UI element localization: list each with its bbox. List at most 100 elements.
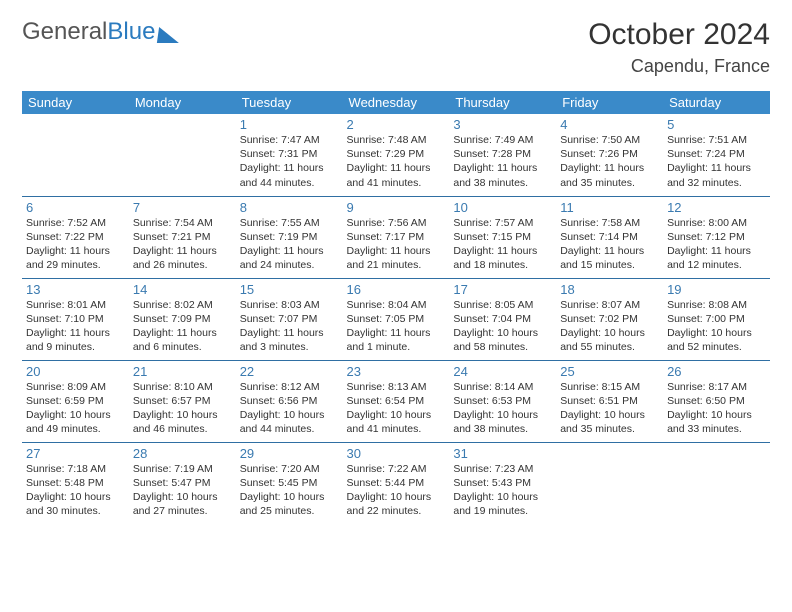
day-info: Sunrise: 7:51 AMSunset: 7:24 PMDaylight:…	[667, 133, 766, 190]
day-header-row: SundayMondayTuesdayWednesdayThursdayFrid…	[22, 91, 770, 114]
header: GeneralBlue October 2024 Capendu, France	[22, 18, 770, 77]
day-cell: 11Sunrise: 7:58 AMSunset: 7:14 PMDayligh…	[556, 196, 663, 278]
day-cell: 25Sunrise: 8:15 AMSunset: 6:51 PMDayligh…	[556, 360, 663, 442]
week-row: 1Sunrise: 7:47 AMSunset: 7:31 PMDaylight…	[22, 114, 770, 196]
day-number: 11	[560, 200, 659, 215]
day-number: 22	[240, 364, 339, 379]
day-cell: 31Sunrise: 7:23 AMSunset: 5:43 PMDayligh…	[449, 442, 556, 524]
day-number: 10	[453, 200, 552, 215]
day-cell: 17Sunrise: 8:05 AMSunset: 7:04 PMDayligh…	[449, 278, 556, 360]
day-cell: 16Sunrise: 8:04 AMSunset: 7:05 PMDayligh…	[343, 278, 450, 360]
day-number: 7	[133, 200, 232, 215]
day-number: 19	[667, 282, 766, 297]
day-number: 1	[240, 117, 339, 132]
week-row: 27Sunrise: 7:18 AMSunset: 5:48 PMDayligh…	[22, 442, 770, 524]
day-cell: 6Sunrise: 7:52 AMSunset: 7:22 PMDaylight…	[22, 196, 129, 278]
day-number: 20	[26, 364, 125, 379]
logo-text-2: Blue	[107, 18, 155, 46]
day-info: Sunrise: 7:52 AMSunset: 7:22 PMDaylight:…	[26, 216, 125, 273]
day-cell: 7Sunrise: 7:54 AMSunset: 7:21 PMDaylight…	[129, 196, 236, 278]
empty-cell	[129, 114, 236, 196]
day-info: Sunrise: 8:07 AMSunset: 7:02 PMDaylight:…	[560, 298, 659, 355]
day-info: Sunrise: 8:04 AMSunset: 7:05 PMDaylight:…	[347, 298, 446, 355]
day-info: Sunrise: 7:23 AMSunset: 5:43 PMDaylight:…	[453, 462, 552, 519]
day-info: Sunrise: 8:15 AMSunset: 6:51 PMDaylight:…	[560, 380, 659, 437]
day-number: 24	[453, 364, 552, 379]
day-cell: 3Sunrise: 7:49 AMSunset: 7:28 PMDaylight…	[449, 114, 556, 196]
day-info: Sunrise: 7:58 AMSunset: 7:14 PMDaylight:…	[560, 216, 659, 273]
week-row: 13Sunrise: 8:01 AMSunset: 7:10 PMDayligh…	[22, 278, 770, 360]
day-info: Sunrise: 8:17 AMSunset: 6:50 PMDaylight:…	[667, 380, 766, 437]
day-info: Sunrise: 7:54 AMSunset: 7:21 PMDaylight:…	[133, 216, 232, 273]
day-number: 18	[560, 282, 659, 297]
day-info: Sunrise: 8:05 AMSunset: 7:04 PMDaylight:…	[453, 298, 552, 355]
day-cell: 1Sunrise: 7:47 AMSunset: 7:31 PMDaylight…	[236, 114, 343, 196]
day-number: 31	[453, 446, 552, 461]
day-number: 14	[133, 282, 232, 297]
day-cell: 28Sunrise: 7:19 AMSunset: 5:47 PMDayligh…	[129, 442, 236, 524]
calendar-table: SundayMondayTuesdayWednesdayThursdayFrid…	[22, 91, 770, 524]
day-info: Sunrise: 8:01 AMSunset: 7:10 PMDaylight:…	[26, 298, 125, 355]
day-info: Sunrise: 8:00 AMSunset: 7:12 PMDaylight:…	[667, 216, 766, 273]
location-label: Capendu, France	[588, 56, 770, 77]
day-number: 29	[240, 446, 339, 461]
logo-mark-icon	[157, 27, 181, 43]
day-info: Sunrise: 7:47 AMSunset: 7:31 PMDaylight:…	[240, 133, 339, 190]
day-number: 16	[347, 282, 446, 297]
day-header: Friday	[556, 91, 663, 114]
day-number: 17	[453, 282, 552, 297]
day-cell: 15Sunrise: 8:03 AMSunset: 7:07 PMDayligh…	[236, 278, 343, 360]
day-cell: 23Sunrise: 8:13 AMSunset: 6:54 PMDayligh…	[343, 360, 450, 442]
day-cell: 10Sunrise: 7:57 AMSunset: 7:15 PMDayligh…	[449, 196, 556, 278]
day-info: Sunrise: 8:03 AMSunset: 7:07 PMDaylight:…	[240, 298, 339, 355]
week-row: 6Sunrise: 7:52 AMSunset: 7:22 PMDaylight…	[22, 196, 770, 278]
day-info: Sunrise: 7:20 AMSunset: 5:45 PMDaylight:…	[240, 462, 339, 519]
empty-cell	[22, 114, 129, 196]
day-header: Tuesday	[236, 91, 343, 114]
day-info: Sunrise: 7:57 AMSunset: 7:15 PMDaylight:…	[453, 216, 552, 273]
day-number: 8	[240, 200, 339, 215]
day-cell: 29Sunrise: 7:20 AMSunset: 5:45 PMDayligh…	[236, 442, 343, 524]
day-info: Sunrise: 7:48 AMSunset: 7:29 PMDaylight:…	[347, 133, 446, 190]
day-number: 26	[667, 364, 766, 379]
day-number: 23	[347, 364, 446, 379]
day-number: 30	[347, 446, 446, 461]
day-number: 15	[240, 282, 339, 297]
day-number: 13	[26, 282, 125, 297]
day-info: Sunrise: 8:13 AMSunset: 6:54 PMDaylight:…	[347, 380, 446, 437]
day-info: Sunrise: 7:49 AMSunset: 7:28 PMDaylight:…	[453, 133, 552, 190]
empty-cell	[556, 442, 663, 524]
day-cell: 4Sunrise: 7:50 AMSunset: 7:26 PMDaylight…	[556, 114, 663, 196]
day-info: Sunrise: 7:50 AMSunset: 7:26 PMDaylight:…	[560, 133, 659, 190]
day-info: Sunrise: 8:09 AMSunset: 6:59 PMDaylight:…	[26, 380, 125, 437]
day-info: Sunrise: 8:02 AMSunset: 7:09 PMDaylight:…	[133, 298, 232, 355]
day-cell: 26Sunrise: 8:17 AMSunset: 6:50 PMDayligh…	[663, 360, 770, 442]
empty-cell	[663, 442, 770, 524]
page-title: October 2024	[588, 18, 770, 52]
day-info: Sunrise: 8:08 AMSunset: 7:00 PMDaylight:…	[667, 298, 766, 355]
day-cell: 18Sunrise: 8:07 AMSunset: 7:02 PMDayligh…	[556, 278, 663, 360]
day-cell: 9Sunrise: 7:56 AMSunset: 7:17 PMDaylight…	[343, 196, 450, 278]
day-number: 4	[560, 117, 659, 132]
day-number: 5	[667, 117, 766, 132]
day-info: Sunrise: 7:22 AMSunset: 5:44 PMDaylight:…	[347, 462, 446, 519]
day-number: 9	[347, 200, 446, 215]
day-cell: 27Sunrise: 7:18 AMSunset: 5:48 PMDayligh…	[22, 442, 129, 524]
day-number: 28	[133, 446, 232, 461]
week-row: 20Sunrise: 8:09 AMSunset: 6:59 PMDayligh…	[22, 360, 770, 442]
day-cell: 8Sunrise: 7:55 AMSunset: 7:19 PMDaylight…	[236, 196, 343, 278]
day-cell: 19Sunrise: 8:08 AMSunset: 7:00 PMDayligh…	[663, 278, 770, 360]
day-cell: 30Sunrise: 7:22 AMSunset: 5:44 PMDayligh…	[343, 442, 450, 524]
day-header: Sunday	[22, 91, 129, 114]
day-header: Wednesday	[343, 91, 450, 114]
day-number: 6	[26, 200, 125, 215]
day-info: Sunrise: 7:18 AMSunset: 5:48 PMDaylight:…	[26, 462, 125, 519]
logo-text-1: General	[22, 18, 107, 46]
day-info: Sunrise: 7:55 AMSunset: 7:19 PMDaylight:…	[240, 216, 339, 273]
day-number: 3	[453, 117, 552, 132]
day-cell: 21Sunrise: 8:10 AMSunset: 6:57 PMDayligh…	[129, 360, 236, 442]
day-cell: 12Sunrise: 8:00 AMSunset: 7:12 PMDayligh…	[663, 196, 770, 278]
day-number: 25	[560, 364, 659, 379]
day-cell: 2Sunrise: 7:48 AMSunset: 7:29 PMDaylight…	[343, 114, 450, 196]
day-info: Sunrise: 8:10 AMSunset: 6:57 PMDaylight:…	[133, 380, 232, 437]
